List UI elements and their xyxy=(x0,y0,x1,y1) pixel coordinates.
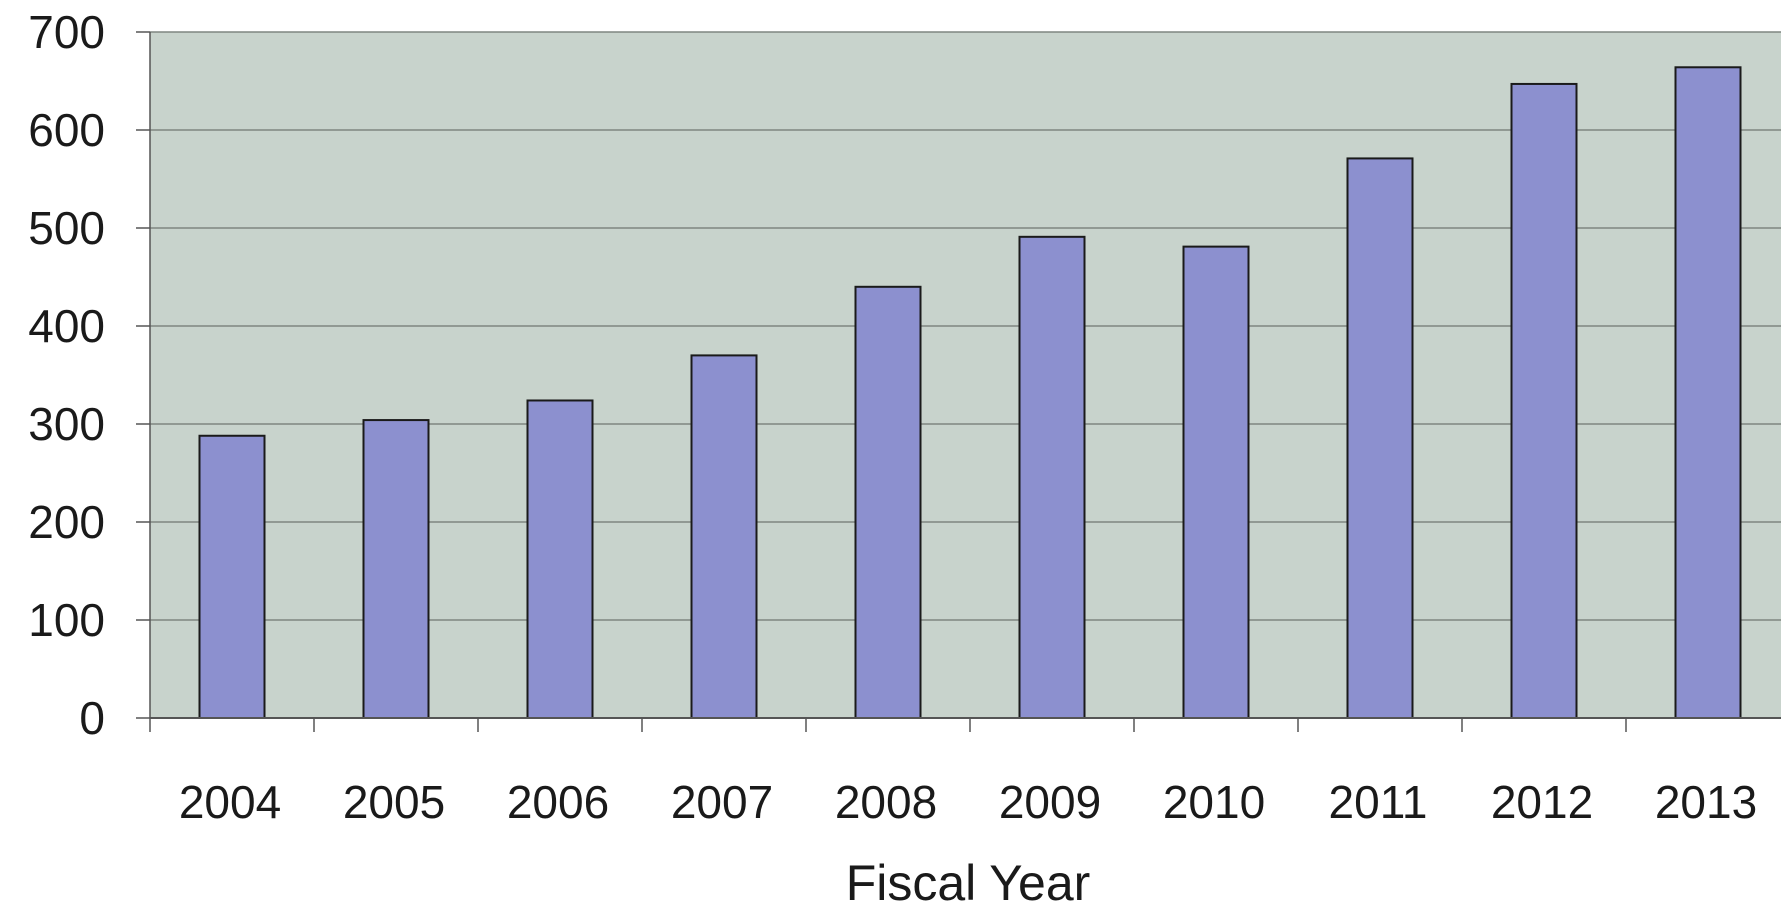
bar-2007 xyxy=(690,354,758,719)
bar-2006 xyxy=(526,399,594,719)
y-tick-label: 500 xyxy=(28,202,105,254)
x-tick-label: 2004 xyxy=(179,776,281,828)
y-tick-label: 400 xyxy=(28,300,105,352)
bar-2008 xyxy=(854,285,922,719)
x-tick-label: 2011 xyxy=(1329,776,1428,828)
y-tick-label: 300 xyxy=(28,398,105,450)
x-axis-title: Fiscal Year xyxy=(846,855,1091,910)
x-tick-label: 2012 xyxy=(1491,776,1593,828)
x-tick-label: 2007 xyxy=(671,776,773,828)
y-tick-label: 100 xyxy=(28,594,105,646)
y-axis-ticks: 0 100 200 300 400 500 600 700 xyxy=(28,6,150,744)
y-tick-label: 200 xyxy=(28,496,105,548)
bar-2010 xyxy=(1182,245,1250,719)
bar-2005 xyxy=(362,419,430,719)
bar-2013 xyxy=(1674,66,1742,719)
x-tick-label: 2006 xyxy=(507,776,609,828)
x-tick-label: 2013 xyxy=(1655,776,1757,828)
bar-2009 xyxy=(1018,235,1086,719)
bar-2012 xyxy=(1510,82,1578,719)
bars xyxy=(198,66,1742,720)
x-tick-label: 2009 xyxy=(999,776,1101,828)
x-tick-label: 2008 xyxy=(835,776,937,828)
bar-2004 xyxy=(198,434,266,719)
y-tick-label: 0 xyxy=(79,692,105,744)
x-tick-label: 2005 xyxy=(343,776,445,828)
x-tick-label: 2010 xyxy=(1163,776,1265,828)
bar-2011 xyxy=(1346,157,1414,720)
y-tick-label: 700 xyxy=(28,6,105,58)
x-axis-ticks: 2004 2005 2006 2007 2008 2009 2010 2011 2012 2013 xyxy=(149,718,1757,828)
y-tick-label: 600 xyxy=(28,104,105,156)
